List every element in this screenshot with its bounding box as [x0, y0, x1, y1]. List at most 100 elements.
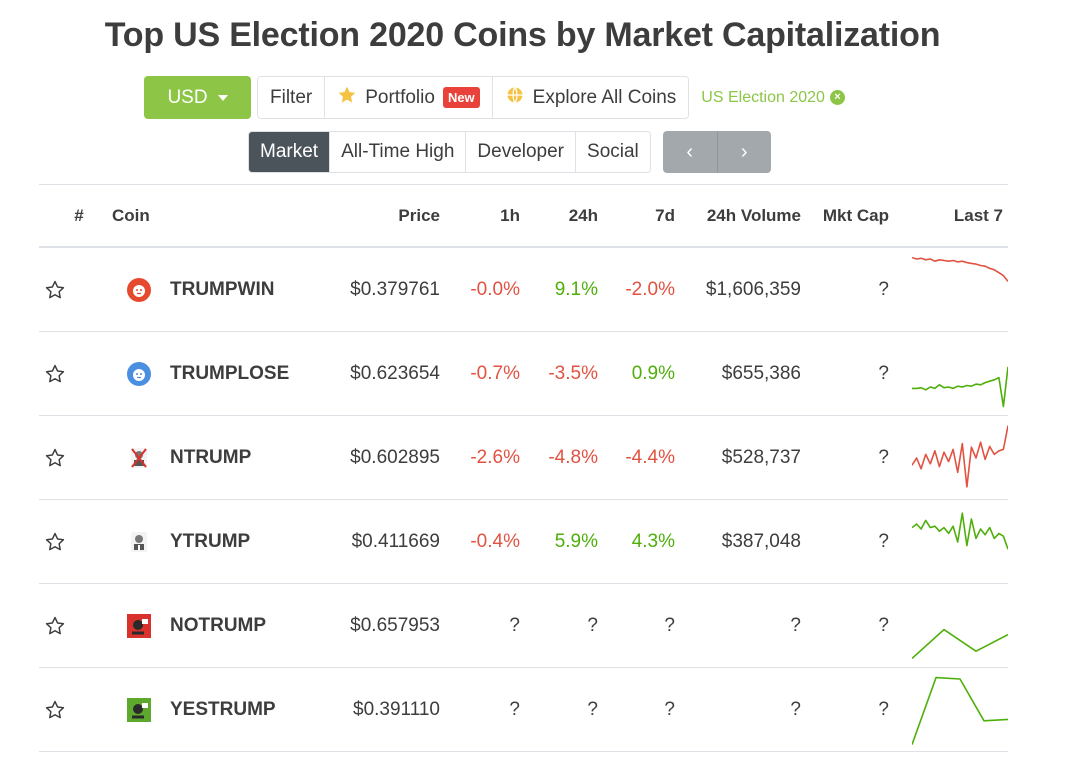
change-7d: ? [664, 614, 675, 636]
coin-price: $0.623654 [350, 362, 440, 384]
change-24h: ? [587, 698, 598, 720]
star-icon[interactable] [43, 248, 67, 331]
coin-price: $0.411669 [351, 530, 440, 552]
table-row[interactable]: YTRUMP $0.411669 -0.4% 5.9% 4.3% $387,048? [39, 500, 1008, 584]
blue-lion-icon [126, 361, 152, 387]
sparkline [912, 332, 1008, 415]
tab-all-time-high[interactable]: All-Time High [330, 132, 467, 172]
header-coin[interactable]: Coin [112, 205, 150, 225]
coin-name[interactable]: NTRUMP [170, 446, 252, 468]
currency-label: USD [167, 86, 208, 108]
volume-24h: $655,386 [721, 362, 801, 384]
change-24h: 9.1% [554, 278, 598, 300]
coin-price: $0.602895 [350, 446, 440, 468]
change-1h: -0.7% [470, 362, 520, 384]
header-24h[interactable]: 24h [568, 205, 598, 225]
market-cap: ? [878, 278, 889, 300]
change-24h: -3.5% [548, 362, 598, 384]
star-icon[interactable] [43, 500, 67, 583]
page-title: Top US Election 2020 Coins by Market Cap… [104, 16, 941, 54]
sparkline-line [912, 366, 1008, 408]
coin-price: $0.657953 [350, 614, 440, 636]
volume-24h: ? [790, 614, 801, 636]
portfolio-label: Portfolio [365, 86, 435, 108]
star-icon[interactable] [43, 416, 67, 499]
currency-dropdown[interactable]: USD [144, 76, 251, 119]
tabs: Market All-Time High Developer Social [248, 131, 651, 173]
table-row[interactable]: NTRUMP $0.602895 -2.6% -4.8% -4.4% $528,737? [39, 416, 1008, 500]
change-7d: -2.0% [625, 278, 675, 300]
sparkline-line [912, 512, 1008, 550]
coin-name[interactable]: YESTRUMP [170, 698, 276, 720]
change-24h: 5.9% [554, 530, 598, 552]
tab-bar: Market All-Time High Developer Social ‹ › [248, 131, 771, 173]
star-icon[interactable] [43, 668, 67, 751]
header-rank[interactable]: # [74, 205, 84, 225]
coin-name[interactable]: NOTRUMP [170, 614, 267, 636]
sparkline-line [912, 256, 1008, 282]
explore-all-coins-button[interactable]: Explore All Coins [492, 77, 689, 118]
category-tag[interactable]: US Election 2020 × [701, 89, 845, 107]
change-24h: ? [587, 614, 598, 636]
star-filled-icon [337, 85, 357, 111]
tab-social[interactable]: Social [576, 132, 650, 172]
header-price[interactable]: Price [398, 205, 440, 225]
table-row[interactable]: TRUMPLOSE $0.623654 -0.7% -3.5% 0.9% $655,386… [39, 332, 1008, 416]
market-cap: ? [878, 698, 889, 720]
ntrump-icon [126, 445, 152, 471]
header-7d[interactable]: 7d [655, 205, 675, 225]
red-lion-icon [126, 277, 152, 303]
change-1h: -2.6% [470, 446, 520, 468]
header-last-7-days: Last 7 [953, 205, 1003, 225]
coin-name[interactable]: TRUMPLOSE [170, 362, 290, 384]
table-row[interactable]: TRUMPWIN $0.379761 -0.0% 9.1% -2.0% $1,606,35… [39, 248, 1008, 332]
new-badge: New [442, 87, 480, 108]
star-icon[interactable] [43, 332, 67, 415]
filter-button[interactable]: Filter [258, 77, 326, 118]
header-mkt-cap[interactable]: Mkt Cap [822, 205, 889, 225]
volume-24h: $1,606,359 [705, 278, 801, 300]
change-24h: -4.8% [548, 446, 598, 468]
coin-name[interactable]: TRUMPWIN [170, 278, 275, 300]
pager: ‹ › [662, 131, 771, 173]
star-icon[interactable] [43, 584, 67, 667]
chevron-right-icon[interactable]: › [716, 131, 771, 173]
yestrump-icon [126, 697, 152, 723]
change-7d: ? [664, 698, 675, 720]
table-row[interactable]: YESTRUMP $0.391110????? [39, 668, 1008, 752]
portfolio-button[interactable]: Portfolio New [325, 77, 493, 118]
change-1h: -0.0% [470, 278, 520, 300]
volume-24h: $528,737 [721, 446, 801, 468]
chevron-left-icon[interactable]: ‹ [662, 131, 717, 173]
coin-price: $0.379761 [350, 278, 440, 300]
tab-developer[interactable]: Developer [466, 132, 577, 172]
view-button-group: Filter Portfolio New Explore All Coins [257, 76, 690, 119]
header-1h[interactable]: 1h [500, 205, 520, 225]
sparkline [912, 584, 1008, 667]
sparkline-line [912, 628, 1008, 659]
sparkline [912, 248, 1008, 331]
caret-down-icon [217, 94, 228, 101]
change-7d: 0.9% [631, 362, 675, 384]
header-volume[interactable]: 24h Volume [706, 205, 801, 225]
ytrump-icon [126, 529, 152, 555]
coin-name[interactable]: YTRUMP [170, 530, 251, 552]
sparkline [912, 500, 1008, 583]
explore-label: Explore All Coins [532, 86, 677, 108]
volume-24h: $387,048 [721, 530, 801, 552]
tab-market[interactable]: Market [249, 132, 331, 172]
sparkline-line [912, 425, 1008, 488]
change-1h: ? [509, 698, 520, 720]
globe-icon [505, 85, 525, 111]
sparkline [912, 416, 1008, 499]
table-header: # Coin Price 1h 24h 7d 24h Volume Mkt Ca… [39, 184, 1008, 248]
filter-label: Filter [270, 86, 313, 108]
change-7d: 4.3% [631, 530, 675, 552]
coins-table: # Coin Price 1h 24h 7d 24h Volume Mkt Ca… [39, 184, 1008, 752]
volume-24h: ? [790, 698, 801, 720]
notrump-icon [126, 613, 152, 639]
toolbar: USD Filter Portfolio New Explore All Coi… [144, 76, 845, 119]
close-icon[interactable]: × [829, 90, 845, 105]
table-row[interactable]: NOTRUMP $0.657953????? [39, 584, 1008, 668]
sparkline-line [912, 676, 1008, 745]
